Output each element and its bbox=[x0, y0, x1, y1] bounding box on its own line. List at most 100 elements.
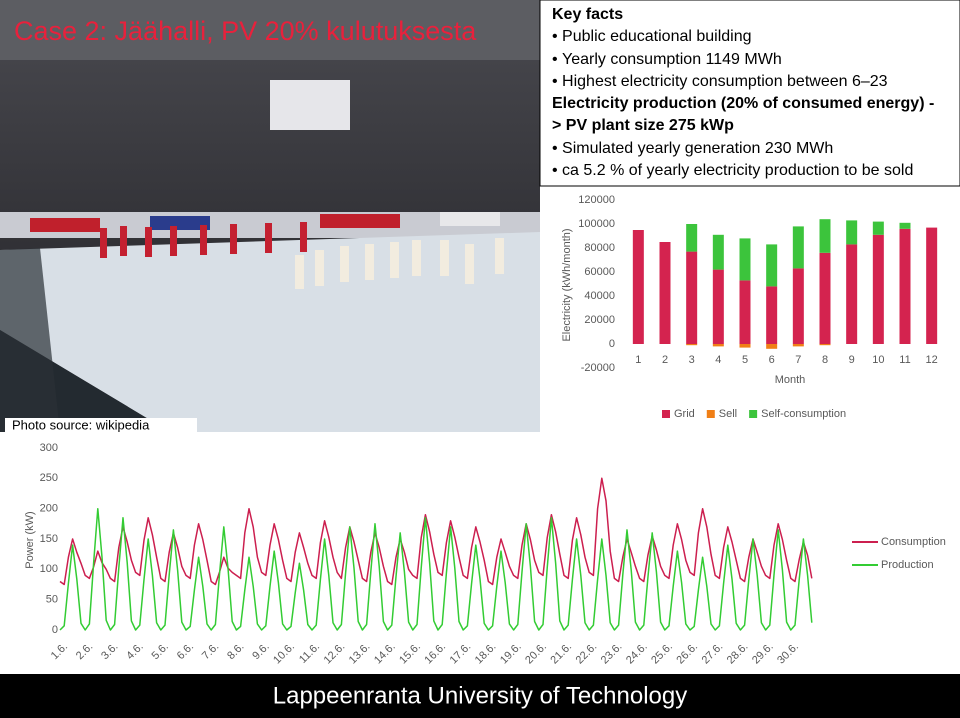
bar bbox=[739, 238, 751, 281]
y-tick-label: 300 bbox=[40, 442, 58, 454]
x-tick-label: 25.6. bbox=[649, 641, 675, 667]
legend-label: Sell bbox=[719, 408, 737, 420]
x-tick-label: 9 bbox=[849, 354, 855, 366]
x-tick-label: 11 bbox=[899, 354, 910, 366]
bar bbox=[846, 244, 858, 344]
bar bbox=[766, 344, 778, 349]
footer-band bbox=[0, 674, 960, 718]
x-tick-label: 6.6. bbox=[175, 641, 196, 662]
y-tick-label: 250 bbox=[40, 472, 58, 484]
y-tick-label: 20000 bbox=[584, 314, 615, 326]
y-tick-label: 100 bbox=[40, 563, 58, 575]
bar bbox=[792, 226, 804, 269]
bar bbox=[766, 244, 778, 287]
x-tick-label: 3.6. bbox=[99, 641, 120, 662]
y-tick-label: 80000 bbox=[584, 242, 615, 254]
bar bbox=[712, 269, 724, 344]
production-heading: Electricity production (20% of consumed … bbox=[552, 95, 935, 135]
x-tick-label: 15.6. bbox=[397, 641, 423, 667]
bar bbox=[872, 221, 884, 235]
x-tick-label: 12.6. bbox=[322, 641, 348, 667]
legend-label: Self-consumption bbox=[761, 408, 846, 420]
x-tick-label: 7.6. bbox=[200, 641, 221, 662]
legend-label: Production bbox=[881, 559, 934, 571]
bar bbox=[819, 344, 831, 346]
x-tick-label: 8 bbox=[822, 354, 828, 366]
bar bbox=[686, 224, 698, 252]
key-facts: Key facts Public educational building Ye… bbox=[552, 4, 956, 182]
line bbox=[59, 477, 813, 586]
fact: Highest electricity consumption between … bbox=[552, 71, 956, 93]
bar bbox=[792, 344, 804, 347]
x-tick-label: 10 bbox=[872, 354, 884, 366]
y-tick-label: 0 bbox=[609, 338, 615, 350]
y-tick-label: 200 bbox=[40, 503, 58, 515]
x-tick-label: 7 bbox=[795, 354, 801, 366]
y-tick-label: 120000 bbox=[578, 194, 615, 206]
x-tick-label: 3 bbox=[689, 354, 695, 366]
y-tick-label: 60000 bbox=[584, 266, 615, 278]
x-tick-label: 8.6. bbox=[225, 641, 246, 662]
bar bbox=[632, 230, 644, 344]
y-tick-label: 100000 bbox=[578, 218, 615, 230]
bar bbox=[659, 242, 671, 344]
bar bbox=[819, 219, 831, 253]
bar bbox=[926, 227, 938, 344]
bar bbox=[686, 344, 698, 346]
x-tick-label: 4.6. bbox=[124, 641, 145, 662]
bar bbox=[872, 234, 884, 344]
x-tick-label: 29.6. bbox=[750, 641, 776, 667]
x-tick-label: 11.6. bbox=[297, 641, 322, 666]
legend-label: Grid bbox=[674, 408, 695, 420]
y-tick-label: 150 bbox=[40, 533, 58, 545]
x-tick-label: 9.6. bbox=[250, 641, 271, 662]
bar bbox=[899, 222, 911, 229]
fact: Yearly consumption 1149 MWh bbox=[552, 49, 956, 71]
x-tick-label: 30.6. bbox=[775, 641, 801, 667]
x-tick-label: 18.6. bbox=[473, 641, 499, 667]
x-tick-label: 2 bbox=[662, 354, 668, 366]
x-axis-label: Month bbox=[775, 374, 806, 386]
x-tick-label: 27.6. bbox=[700, 641, 726, 667]
bar bbox=[739, 344, 751, 348]
x-tick-label: 10.6. bbox=[271, 641, 297, 667]
x-tick-label: 24.6. bbox=[624, 641, 650, 667]
x-tick-label: 2.6. bbox=[74, 641, 95, 662]
x-tick-label: 20.6. bbox=[523, 641, 549, 667]
x-tick-label: 4 bbox=[715, 354, 721, 366]
bar bbox=[712, 234, 724, 270]
photo bbox=[0, 0, 540, 433]
y-tick-label: -20000 bbox=[581, 362, 615, 374]
bar bbox=[846, 220, 858, 245]
x-tick-label: 19.6. bbox=[498, 641, 524, 667]
slide-title: Case 2: Jäähalli, PV 20% kulutuksesta bbox=[14, 16, 477, 46]
bar bbox=[819, 252, 831, 344]
fact: ca 5.2 % of yearly electricity productio… bbox=[552, 160, 956, 182]
legend-swatch bbox=[706, 410, 715, 418]
x-tick-label: 5 bbox=[742, 354, 748, 366]
x-tick-label: 5.6. bbox=[150, 641, 171, 662]
x-tick-label: 26.6. bbox=[674, 641, 700, 667]
bar bbox=[766, 286, 778, 344]
fact: Simulated yearly generation 230 MWh bbox=[552, 138, 956, 160]
x-tick-label: 28.6. bbox=[725, 641, 751, 667]
footer: Lappeenranta University of Technology bbox=[273, 682, 688, 709]
x-tick-label: 1 bbox=[635, 354, 641, 366]
legend-swatch bbox=[749, 410, 758, 418]
y-tick-label: 0 bbox=[52, 624, 58, 636]
bar bbox=[899, 228, 911, 344]
x-tick-label: 23.6. bbox=[599, 641, 625, 667]
bar bbox=[792, 268, 804, 344]
bar bbox=[712, 344, 724, 347]
x-tick-label: 6 bbox=[769, 354, 775, 366]
y-axis-label: Power (kW) bbox=[24, 511, 36, 568]
x-tick-label: 16.6. bbox=[422, 641, 448, 667]
photo-source: Photo source: wikipedia bbox=[12, 417, 150, 432]
x-tick-label: 22.6. bbox=[574, 641, 600, 667]
bar bbox=[686, 251, 698, 344]
fact: Public educational building bbox=[552, 26, 956, 48]
legend-label: Consumption bbox=[881, 536, 946, 548]
legend-swatch bbox=[662, 410, 670, 418]
